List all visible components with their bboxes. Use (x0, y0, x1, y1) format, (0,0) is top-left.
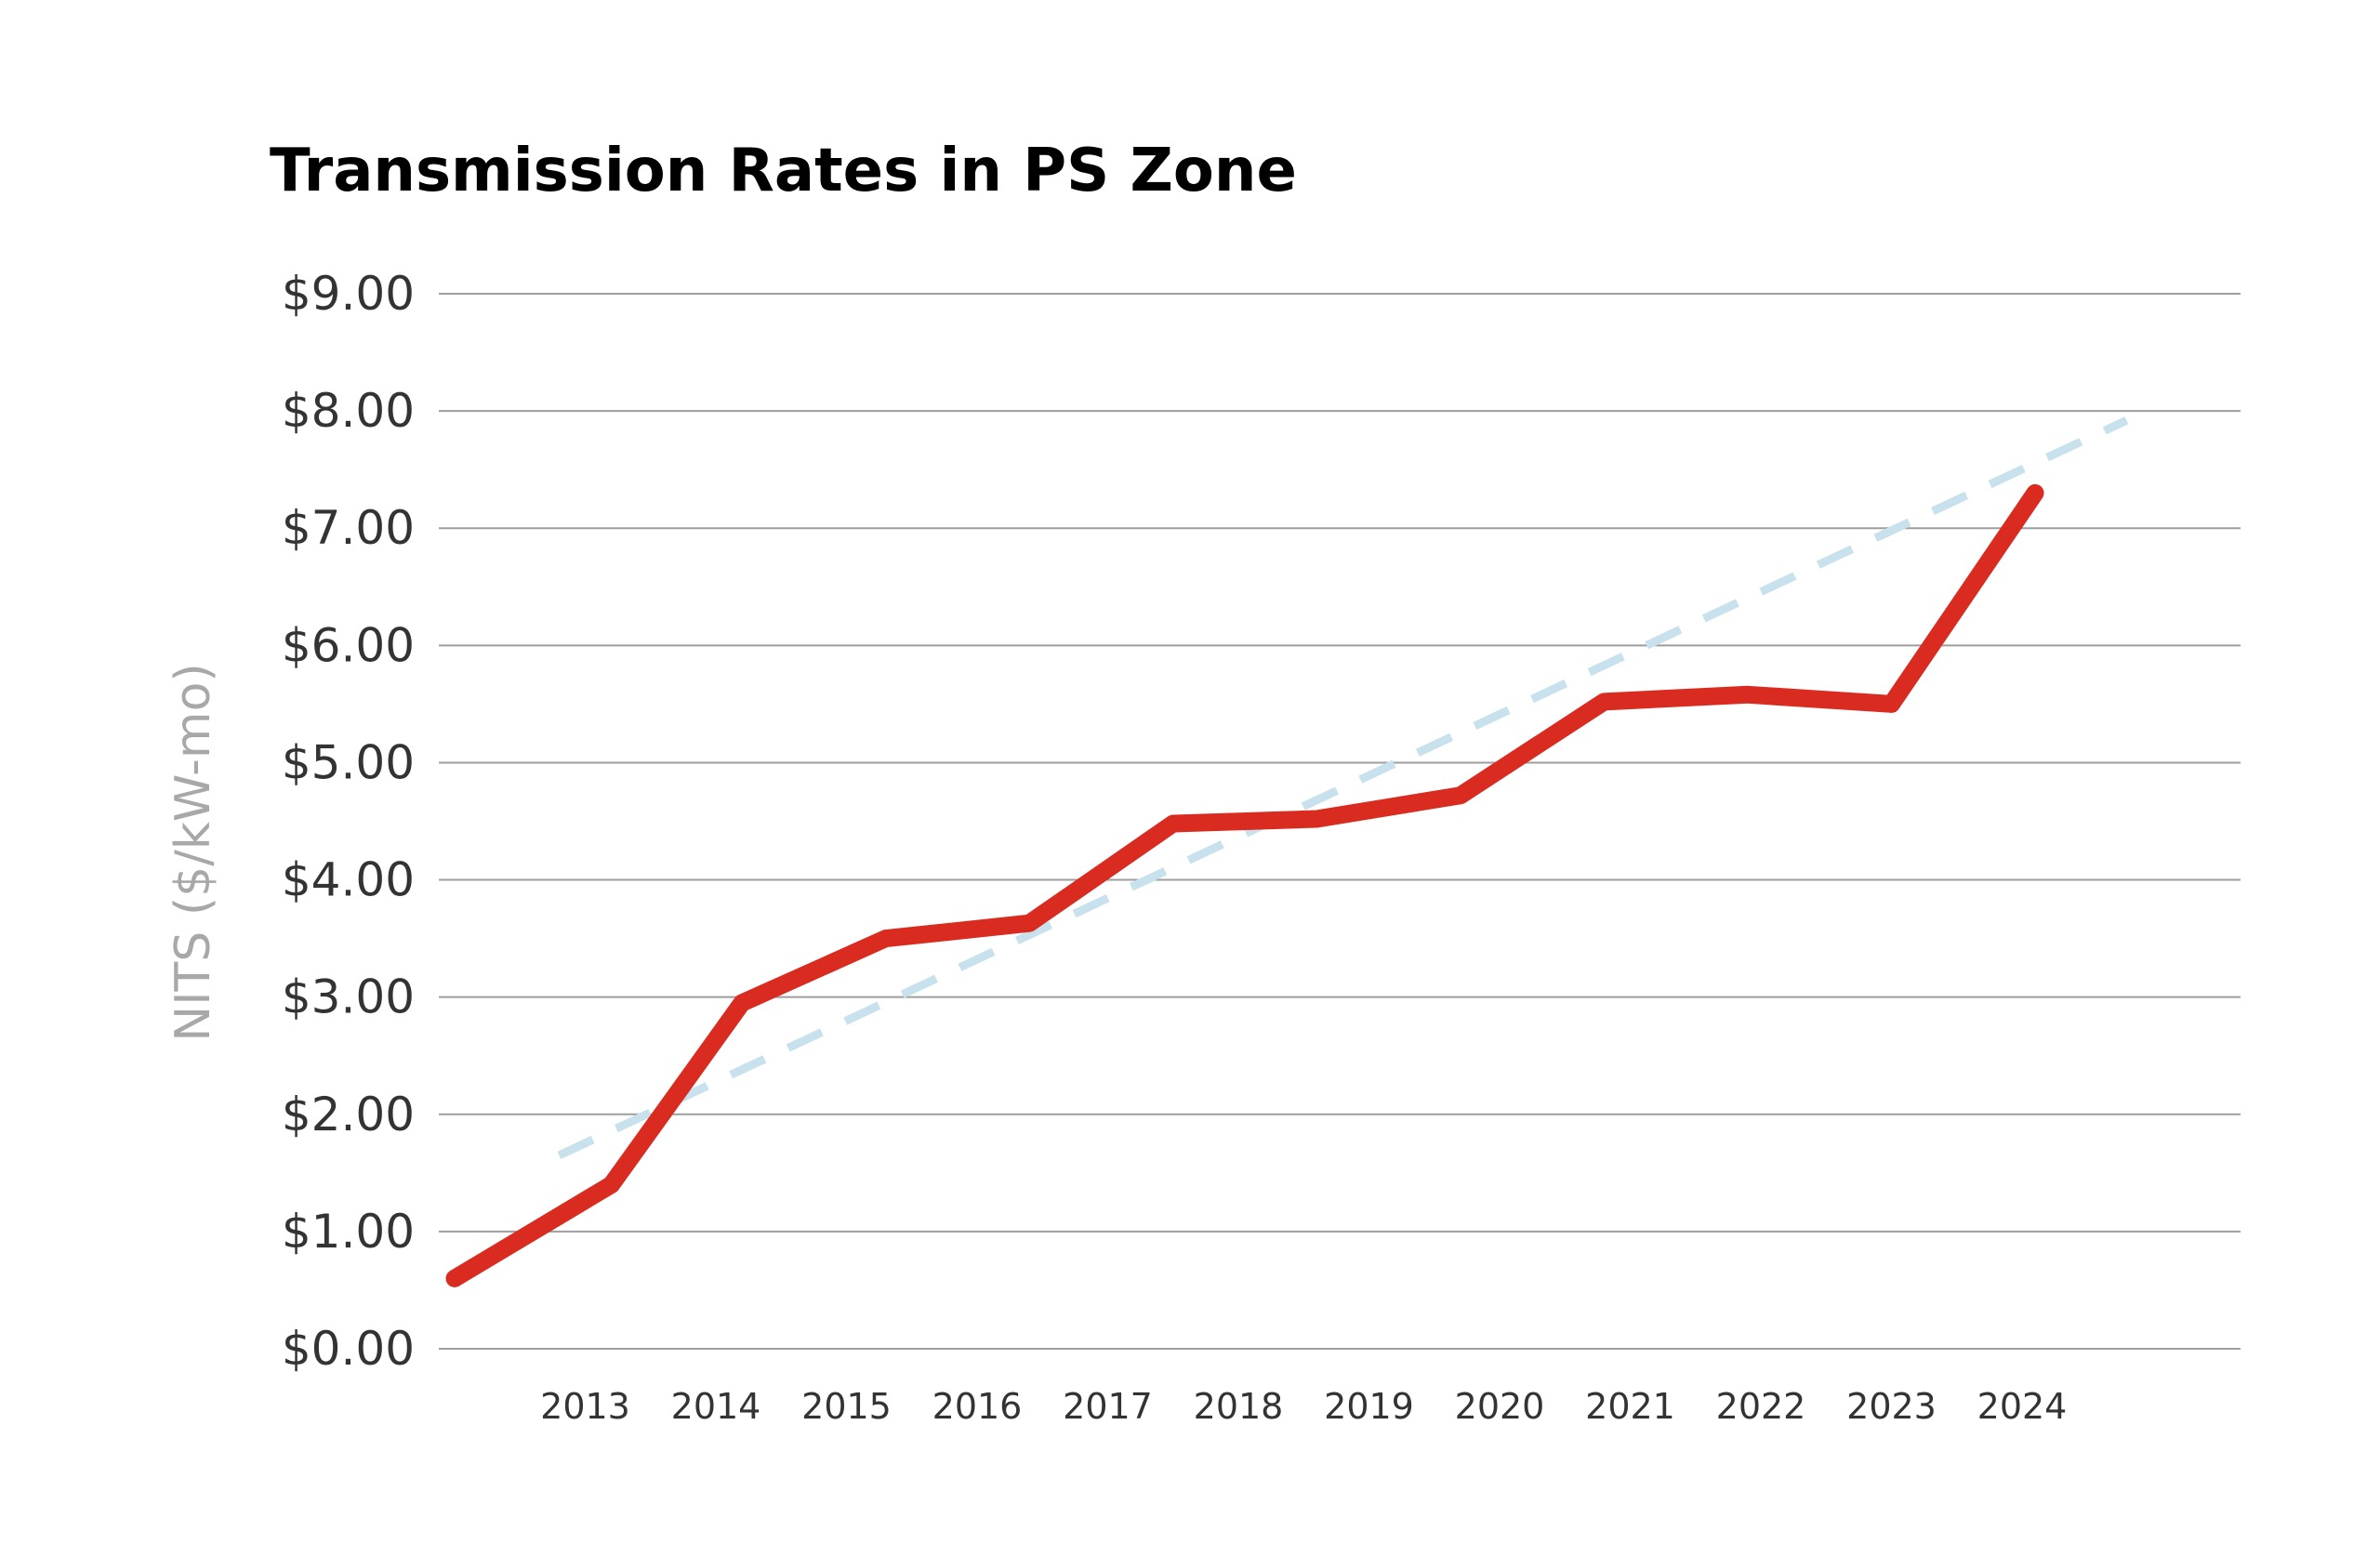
y-tick-label: $9.00 (282, 267, 415, 321)
x-tick-label: 2020 (1455, 1386, 1545, 1427)
x-tick-label: 2024 (1977, 1386, 2068, 1427)
rate-line (445, 483, 2044, 1287)
x-tick-label: 2016 (932, 1386, 1023, 1427)
y-tick-label: $8.00 (282, 384, 415, 438)
x-tick-label: 2019 (1324, 1386, 1414, 1427)
y-tick-label: $2.00 (282, 1088, 415, 1141)
y-tick-labels: $0.00 $1.00 $2.00 $3.00 $4.00 $5.00 $6.00 $7.00… (282, 267, 415, 1376)
x-tick-label: 2021 (1585, 1386, 1675, 1427)
y-tick-label: $5.00 (282, 735, 415, 789)
chart-title: Transmission Rates in PS Zone (270, 137, 1297, 205)
x-tick-label: 2015 (801, 1386, 892, 1427)
y-tick-label: $4.00 (282, 853, 415, 907)
y-tick-label: $7.00 (282, 501, 415, 555)
x-tick-label: 2022 (1716, 1386, 1806, 1427)
y-axis-label: NITS ($/kW-mo) (165, 663, 221, 1041)
x-tick-labels: 2013 2014 2015 2016 2017 2018 2019 2020 2021 2022… (540, 1386, 2067, 1427)
x-tick-label: 2014 (671, 1386, 761, 1427)
y-tick-label: $1.00 (282, 1205, 415, 1259)
y-tick-label: $3.00 (282, 970, 415, 1024)
x-tick-label: 2018 (1194, 1386, 1284, 1427)
x-tick-label: 2023 (1846, 1386, 1937, 1427)
x-tick-label: 2017 (1063, 1386, 1153, 1427)
x-tick-label: 2013 (540, 1386, 630, 1427)
y-tick-label: $0.00 (282, 1322, 415, 1376)
y-tick-label: $6.00 (282, 618, 415, 672)
series-lines (445, 416, 2129, 1287)
trend-line (557, 416, 2129, 1159)
